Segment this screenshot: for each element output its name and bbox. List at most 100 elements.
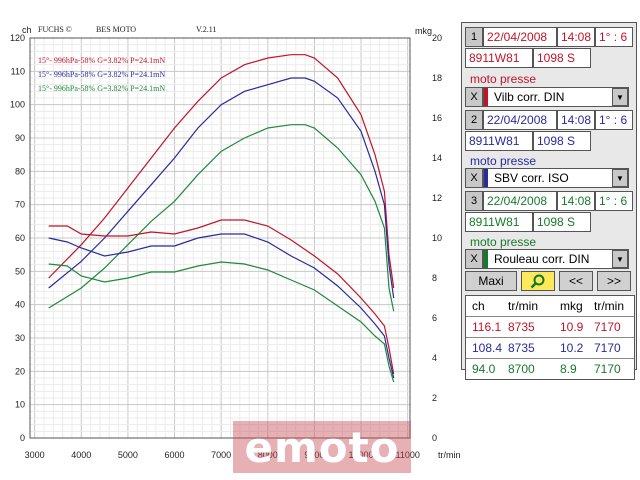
y-left-tick-label: 50 (15, 266, 25, 276)
table-row: 108.4 8735 10.2 7170 (466, 338, 634, 359)
y-left-tick-label: 70 (15, 200, 25, 210)
run-3-info: 8911W81 1098 S (465, 212, 591, 232)
run-1-close-button[interactable]: X (465, 87, 483, 107)
run-3-label: moto presse (470, 235, 537, 249)
run-2-norm-value: SBV corr. ISO (494, 171, 569, 185)
run-1-number[interactable]: 1 (465, 27, 483, 47)
run-1-ratio: 1° : 6 (595, 27, 633, 47)
series-line-power-1 (48, 54, 395, 289)
col-trmin-1: tr/min (508, 299, 538, 313)
x-tick-label: 10000 (349, 450, 374, 460)
col-mkg: mkg (560, 299, 583, 313)
magnifier-icon[interactable] (521, 271, 555, 291)
run-2-code: 8911W81 (465, 131, 533, 151)
col-trmin-2: tr/min (594, 299, 624, 313)
cell-ch: 108.4 (472, 341, 503, 355)
y-right-tick-label: 6 (432, 313, 437, 323)
run-2-time: 14:08 (557, 110, 595, 130)
run-3-code: 8911W81 (465, 212, 533, 232)
axes (29, 37, 411, 439)
dyno-chart: 3000 4000 5000 6000 7000 8000 9000 10000 11000 0 1… (9, 25, 460, 460)
chart-header-mid: BES MOTO (96, 25, 136, 34)
y-right-tick-label: 20 (432, 33, 442, 43)
tick-labels: 3000 4000 5000 6000 7000 8000 9000 10000 11000 0 1… (10, 33, 442, 460)
run-3-close-button[interactable]: X (465, 249, 483, 269)
run-1-header: 1 22/04/2008 14:08 1° : 6 (465, 27, 633, 47)
x-tick-label: 5000 (118, 450, 138, 460)
run-2-info: 8911W81 1098 S (465, 131, 591, 151)
series-line-power-3 (48, 124, 395, 312)
y-right-tick-label: 16 (432, 113, 442, 123)
x-tick-label: 8000 (258, 450, 278, 460)
run-2-close-button[interactable]: X (465, 168, 483, 188)
x-tick-label: 9000 (304, 450, 324, 460)
y-right-tick-label: 2 (432, 393, 437, 403)
y-left-tick-label: 40 (15, 300, 25, 310)
chart-header-version: V.2.11 (196, 25, 216, 34)
legend-entry-3: 15°- 996hPa-58% G=3.82% P=24.1mN (38, 84, 165, 93)
y-left-tick-label: 0 (20, 433, 25, 443)
run-1-date: 22/04/2008 (483, 27, 557, 47)
run-2-header: 2 22/04/2008 14:08 1° : 6 (465, 110, 633, 130)
run-3-norm-value: Rouleau corr. DIN (494, 252, 590, 266)
y-right-tick-label: 12 (432, 193, 442, 203)
watermark-text: emoto (244, 422, 400, 472)
y-left-tick-label: 30 (15, 333, 25, 343)
grid (30, 37, 410, 439)
cell-mkg: 8.9 (560, 362, 577, 376)
run-3-norm-select[interactable]: Rouleau corr. DIN ▼ (483, 249, 629, 269)
table-row: 116.1 8735 10.9 7170 (466, 317, 634, 338)
chevron-down-icon[interactable]: ▼ (612, 169, 628, 187)
cell-rpm-1: 8735 (508, 320, 535, 334)
toolbar: Maxi << >> (465, 271, 631, 291)
magnifier-glyph (530, 274, 545, 289)
run-1-norm-row: X Vilb corr. DIN ▼ (465, 87, 629, 107)
series-line-power-2 (48, 77, 395, 299)
series-line-torque-4 (48, 219, 395, 375)
y-right-tick-label: 18 (432, 73, 442, 83)
cell-rpm-1: 8735 (508, 341, 535, 355)
y-right-tick-label: 10 (432, 233, 442, 243)
run-3-cc: 1098 S (533, 212, 591, 232)
run-1-norm-select[interactable]: Vilb corr. DIN ▼ (483, 87, 629, 107)
cell-ch: 116.1 (472, 320, 502, 334)
table-header: ch tr/min mkg tr/min (466, 296, 634, 317)
run-2-norm-select[interactable]: SBV corr. ISO ▼ (483, 168, 629, 188)
y-right-tick-label: 0 (432, 433, 437, 443)
y-right-tick-label: 14 (432, 153, 442, 163)
y-left-tick-label: 10 (15, 400, 25, 410)
x-tick-label: 11000 (395, 450, 419, 460)
y-left-axis-label: ch (22, 25, 32, 35)
chevron-down-icon[interactable]: ▼ (612, 88, 628, 106)
cell-rpm-2: 7170 (594, 362, 621, 376)
cell-rpm-1: 8700 (508, 362, 535, 376)
y-left-tick-label: 110 (11, 66, 25, 76)
prev-button[interactable]: << (559, 271, 593, 291)
legend: 15°- 996hPa-58% G=3.82% P=24.1mN 15°- 996… (38, 56, 165, 93)
next-button[interactable]: >> (597, 271, 631, 291)
cell-mkg: 10.9 (560, 320, 584, 334)
y-left-tick-label: 120 (10, 33, 25, 43)
cell-mkg: 10.2 (560, 341, 584, 355)
run-3-date: 22/04/2008 (483, 191, 557, 211)
x-tick-label: 7000 (211, 450, 231, 460)
x-tick-label: 3000 (25, 450, 45, 460)
run-1-info: 8911W81 1098 S (465, 48, 591, 68)
run-2-date: 22/04/2008 (483, 110, 557, 130)
x-tick-label: 6000 (165, 450, 185, 460)
run-3-time: 14:08 (557, 191, 595, 211)
maxi-button[interactable]: Maxi (465, 271, 517, 291)
chart-header-left: FUCHS © (38, 25, 72, 34)
y-right-tick-label: 8 (432, 273, 437, 283)
series-line-torque-5 (48, 233, 395, 379)
x-axis-label: tr/min (438, 450, 460, 460)
run-2-number[interactable]: 2 (465, 110, 483, 130)
y-left-tick-label: 100 (10, 100, 25, 110)
chevron-down-icon[interactable]: ▼ (612, 250, 628, 268)
run-3-ratio: 1° : 6 (595, 191, 633, 211)
run-2-ratio: 1° : 6 (595, 110, 633, 130)
run-3-number[interactable]: 3 (465, 191, 483, 211)
cell-ch: 94.0 (472, 362, 496, 376)
run-1-label: moto presse (470, 72, 537, 86)
legend-entry-1: 15°- 996hPa-58% G=3.82% P=24.1mN (38, 56, 165, 65)
